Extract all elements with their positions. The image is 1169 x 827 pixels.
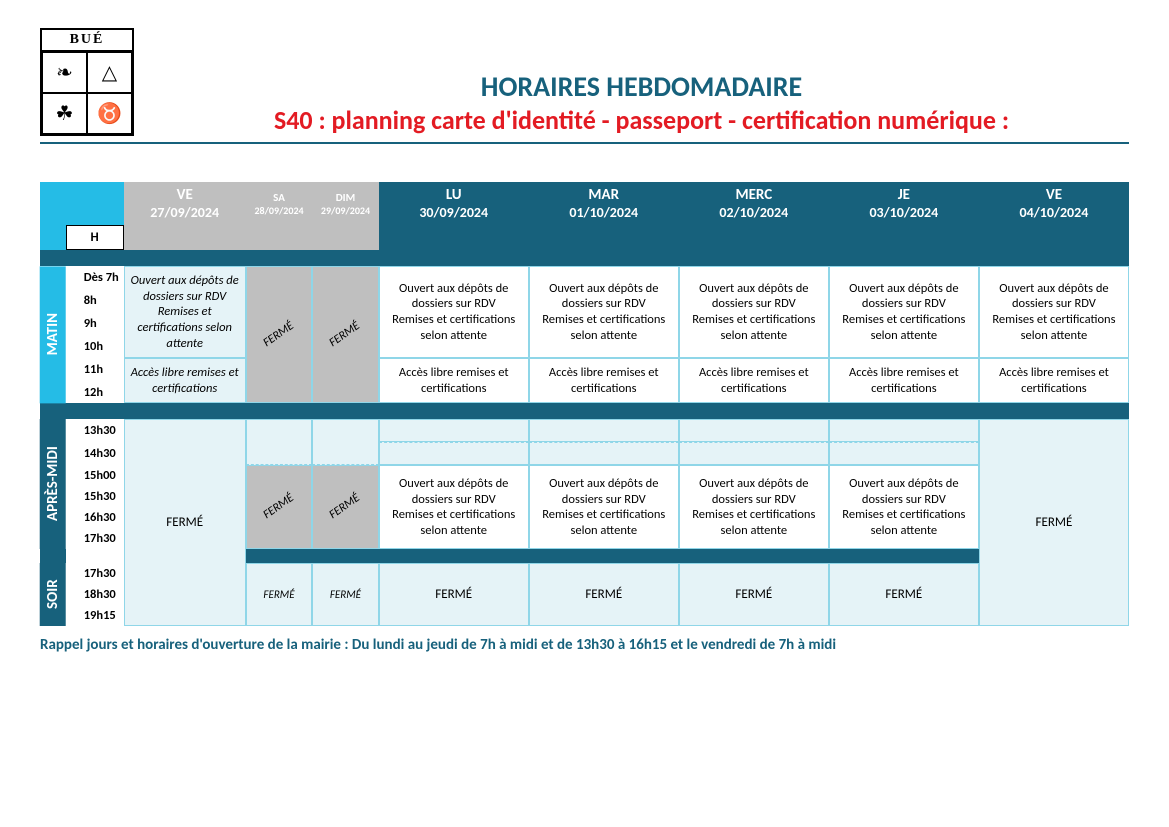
day-header-je: JE03/10/2024 — [829, 182, 979, 225]
schedule-cell: Ouvert aux dépôts de dossiers sur RDVRem… — [379, 465, 529, 549]
schedule-cell: Accès libre remises et certifications — [679, 358, 829, 403]
page-title: HORAIRES HEBDOMADAIRE — [154, 69, 1129, 104]
time-label: 12h — [66, 381, 124, 404]
schedule-cell: Ouvert aux dépôts de dossiers sur RDVRem… — [679, 266, 829, 358]
closed-cell: FERMÉ — [679, 563, 829, 626]
day-header-sa: SA28/09/2024 — [246, 182, 312, 225]
time-label: 10h — [66, 335, 124, 358]
schedule-cell: Accès libre remises et certifications — [124, 358, 246, 403]
closed-cell: FERMÉ — [829, 563, 979, 626]
schedule-cell: Ouvert aux dépôts de dossiers sur RDVRem… — [529, 465, 679, 549]
closed-cell: FERMÉ — [246, 465, 312, 549]
section-matin: MATIN — [40, 266, 66, 403]
time-label: 15h00 — [66, 465, 124, 486]
page-header: BUÉ ❧△☘♉ HORAIRES HEBDOMADAIRE S40 : pla… — [40, 28, 1129, 144]
schedule-cell: Accès libre remises et certifications — [979, 358, 1129, 403]
schedule-cell: Ouvert aux dépôts de dossiers sur RDVRem… — [529, 266, 679, 358]
schedule-cell: Accès libre remises et certifications — [829, 358, 979, 403]
time-label: 17h30 — [66, 528, 124, 549]
closed-cell: FERMÉ — [124, 419, 246, 626]
schedule-cell: Ouvert aux dépôts de dossiers sur RDVRem… — [829, 266, 979, 358]
schedule-cell: Ouvert aux dépôts de dossiers sur RDVRem… — [379, 266, 529, 358]
day-header-ve2: VE04/10/2024 — [979, 182, 1129, 225]
section-apres-midi: APRÈS-MIDI — [40, 419, 66, 549]
day-header-dim: DIM29/09/2024 — [312, 182, 378, 225]
crest: BUÉ ❧△☘♉ — [40, 28, 134, 136]
schedule-cell: Ouvert aux dépôts de dossiers sur RDVRem… — [829, 465, 979, 549]
time-label: 8h — [66, 289, 124, 312]
time-label: 11h — [66, 358, 124, 381]
day-header-lu: LU30/09/2024 — [379, 182, 529, 225]
schedule-cell: Accès libre remises et certifications — [379, 358, 529, 403]
closed-cell: FERMÉ — [379, 563, 529, 626]
day-header-ve1: VE27/09/2024 — [124, 182, 246, 225]
closed-cell: FERMÉ — [246, 563, 312, 626]
closed-cell: FERMÉ — [529, 563, 679, 626]
closed-cell: FERMÉ — [312, 266, 378, 403]
time-label: 15h30 — [66, 486, 124, 507]
hours-label: H — [66, 225, 124, 250]
time-label: 16h30 — [66, 507, 124, 528]
day-header-merc: MERC02/10/2024 — [679, 182, 829, 225]
day-header-mar: MAR01/10/2024 — [529, 182, 679, 225]
time-label: 13h30 — [66, 419, 124, 442]
time-label: 18h30 — [66, 584, 124, 605]
closed-cell: FERMÉ — [246, 266, 312, 403]
time-label: 9h — [66, 312, 124, 335]
section-soir: SOIR — [40, 563, 66, 626]
closed-cell: FERMÉ — [312, 465, 378, 549]
closed-cell: FERMÉ — [979, 419, 1129, 626]
schedule-table: VE27/09/2024SA28/09/2024DIM29/09/2024LU3… — [40, 182, 1129, 626]
schedule-cell: Accès libre remises et certifications — [529, 358, 679, 403]
time-label: 14h30 — [66, 442, 124, 465]
time-label: 19h15 — [66, 605, 124, 626]
schedule-cell: Ouvert aux dépôts de dossiers sur RDV Re… — [124, 266, 246, 358]
crest-text: BUÉ — [42, 30, 132, 52]
time-label: 17h30 — [66, 563, 124, 584]
page-subtitle: S40 : planning carte d'identité - passep… — [154, 104, 1129, 136]
closed-cell: FERMÉ — [312, 563, 378, 626]
time-label: Dès 7h — [66, 266, 124, 289]
schedule-cell: Ouvert aux dépôts de dossiers sur RDVRem… — [979, 266, 1129, 358]
schedule-cell: Ouvert aux dépôts de dossiers sur RDVRem… — [679, 465, 829, 549]
footer-note: Rappel jours et horaires d'ouverture de … — [40, 636, 1129, 654]
